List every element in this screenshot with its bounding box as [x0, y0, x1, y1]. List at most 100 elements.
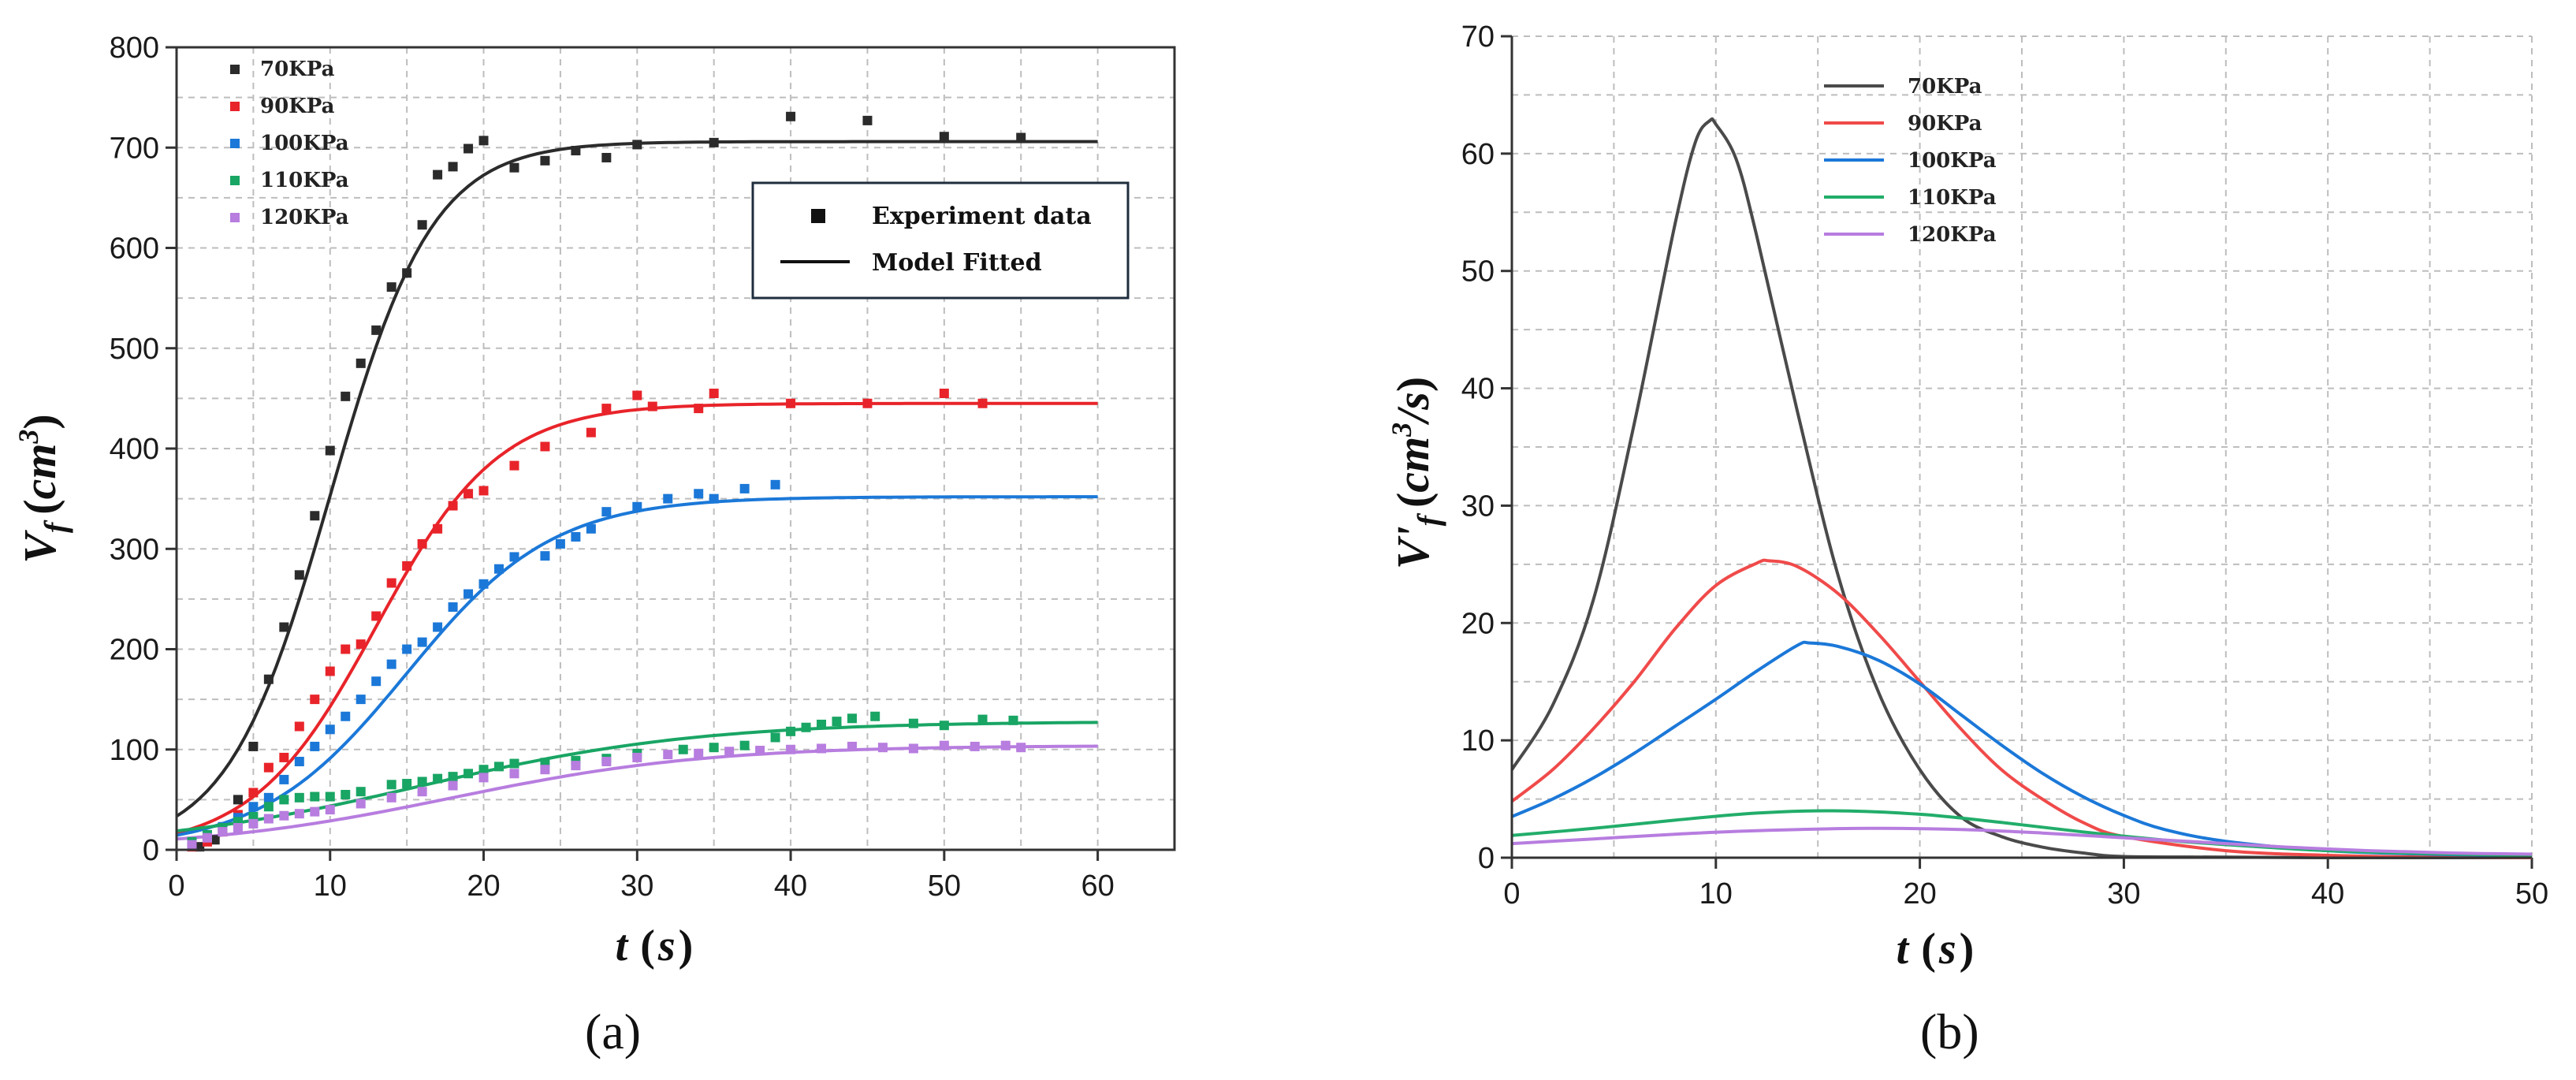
legend-label-70KPa: 70KPa — [260, 58, 335, 81]
data-point-120KPa — [786, 744, 796, 754]
chart-a-xlabel-unit: s — [657, 922, 676, 970]
chart-a-ytick-label: 300 — [110, 533, 159, 566]
data-point-110KPa — [448, 772, 458, 782]
chart-a-ytick-label: 100 — [110, 734, 159, 767]
chart-b-xlabel: t (s) — [1897, 925, 1975, 974]
data-point-90KPa — [402, 560, 412, 571]
data-point-100KPa — [709, 493, 719, 504]
data-point-120KPa — [263, 814, 274, 824]
data-point-70KPa — [709, 137, 719, 147]
data-point-110KPa — [847, 713, 857, 724]
data-point-90KPa — [356, 639, 366, 650]
data-point-110KPa — [870, 711, 880, 721]
data-point-70KPa — [371, 325, 382, 335]
data-point-70KPa — [448, 162, 458, 172]
data-point-90KPa — [341, 644, 351, 654]
legend-label-120KPa: 120KPa — [1908, 223, 1997, 247]
data-point-120KPa — [847, 741, 857, 751]
svg-text:V'f(cm3/s): V'f(cm3/s) — [1386, 377, 1446, 569]
data-point-100KPa — [478, 579, 489, 589]
data-point-110KPa — [356, 787, 366, 797]
chart-b-ytick-label: 10 — [1461, 724, 1495, 758]
chart-b-ytick-label: 60 — [1461, 138, 1495, 171]
data-point-120KPa — [663, 750, 673, 760]
data-point-100KPa — [632, 501, 642, 512]
legend-experiment-data: Experiment data — [872, 203, 1092, 230]
data-point-70KPa — [417, 220, 427, 230]
data-point-110KPa — [908, 718, 918, 728]
caption-a: (a) — [585, 1004, 641, 1060]
chart-b-ytick-label: 20 — [1461, 607, 1495, 640]
data-point-100KPa — [371, 676, 382, 687]
data-point-110KPa — [801, 722, 811, 732]
data-point-90KPa — [647, 401, 657, 412]
data-point-110KPa — [341, 790, 351, 800]
legend-marker-70KPa — [230, 65, 240, 74]
data-point-70KPa — [402, 268, 412, 278]
chart-b-ylabel-unit: cm — [1387, 437, 1439, 493]
chart-a-ytick-label: 600 — [110, 233, 159, 266]
data-point-90KPa — [294, 721, 304, 732]
data-point-120KPa — [294, 809, 304, 819]
data-point-90KPa — [448, 501, 458, 511]
chart-b-grid — [1512, 35, 2533, 858]
data-point-70KPa — [325, 445, 335, 456]
data-point-90KPa — [417, 538, 427, 549]
data-point-120KPa — [448, 780, 458, 791]
data-point-120KPa — [1000, 740, 1011, 750]
data-point-70KPa — [463, 143, 474, 154]
data-point-90KPa — [862, 398, 873, 408]
chart-b-xtick-label: 30 — [2107, 877, 2140, 911]
data-point-120KPa — [724, 747, 735, 757]
data-point-120KPa — [279, 810, 289, 821]
data-point-100KPa — [402, 644, 412, 654]
data-point-100KPa — [263, 792, 274, 803]
chart-a-ytick-label: 0 — [143, 834, 159, 867]
chart-a-xtick-label: 60 — [1081, 870, 1114, 903]
data-point-110KPa — [478, 765, 489, 775]
data-point-70KPa — [248, 741, 259, 751]
chart-a-ylabel-sub: f — [38, 520, 73, 533]
rate-curve-120KPa — [1511, 826, 2533, 856]
data-point-110KPa — [463, 769, 474, 779]
data-point-110KPa — [325, 791, 335, 802]
data-point-70KPa — [341, 391, 351, 401]
data-point-70KPa — [571, 146, 581, 156]
data-point-110KPa — [402, 779, 412, 789]
data-point-120KPa — [509, 769, 519, 779]
chart-b-xtick-label: 0 — [1503, 877, 1520, 911]
data-point-110KPa — [739, 740, 750, 750]
data-point-90KPa — [463, 489, 474, 499]
chart-b-legend: 70KPa 90KPa 100KPa 110KPa 120KPa — [1824, 75, 1997, 247]
data-point-90KPa — [263, 762, 274, 773]
rate-curve-110KPa — [1511, 809, 2533, 857]
chart-a-ylabel-unit: cm — [14, 444, 65, 500]
chart-a-type-legend-box — [751, 181, 1130, 300]
data-point-120KPa — [755, 746, 765, 756]
data-point-100KPa — [571, 531, 581, 542]
chart-b-ytick-label: 50 — [1461, 255, 1495, 289]
data-point-120KPa — [601, 757, 612, 767]
data-point-70KPa — [263, 674, 274, 684]
data-point-110KPa — [279, 795, 289, 805]
chart-b-xlabel-main: t — [1897, 925, 1910, 974]
chart-b-xtick-label: 20 — [1903, 877, 1936, 911]
data-point-100KPa — [448, 602, 458, 613]
data-point-90KPa — [540, 441, 550, 452]
data-point-70KPa — [210, 835, 220, 845]
legend-marker-100KPa — [230, 139, 240, 148]
data-point-120KPa — [694, 748, 704, 758]
legend-label-100KPa: 100KPa — [260, 132, 349, 155]
data-point-100KPa — [586, 523, 596, 534]
data-point-90KPa — [371, 611, 382, 621]
data-point-100KPa — [294, 757, 304, 767]
data-point-120KPa — [632, 752, 642, 762]
chart-a-ytick-label: 500 — [110, 333, 159, 366]
chart-a-xtick-label: 0 — [168, 870, 184, 903]
chart-a-ytick-label: 200 — [110, 634, 159, 667]
chart-b-ylabel-sup: 3 — [1386, 423, 1417, 438]
data-point-100KPa — [310, 741, 320, 751]
data-point-70KPa — [786, 111, 796, 121]
chart-b-ytick-label: 40 — [1461, 373, 1495, 406]
data-point-120KPa — [233, 823, 243, 833]
